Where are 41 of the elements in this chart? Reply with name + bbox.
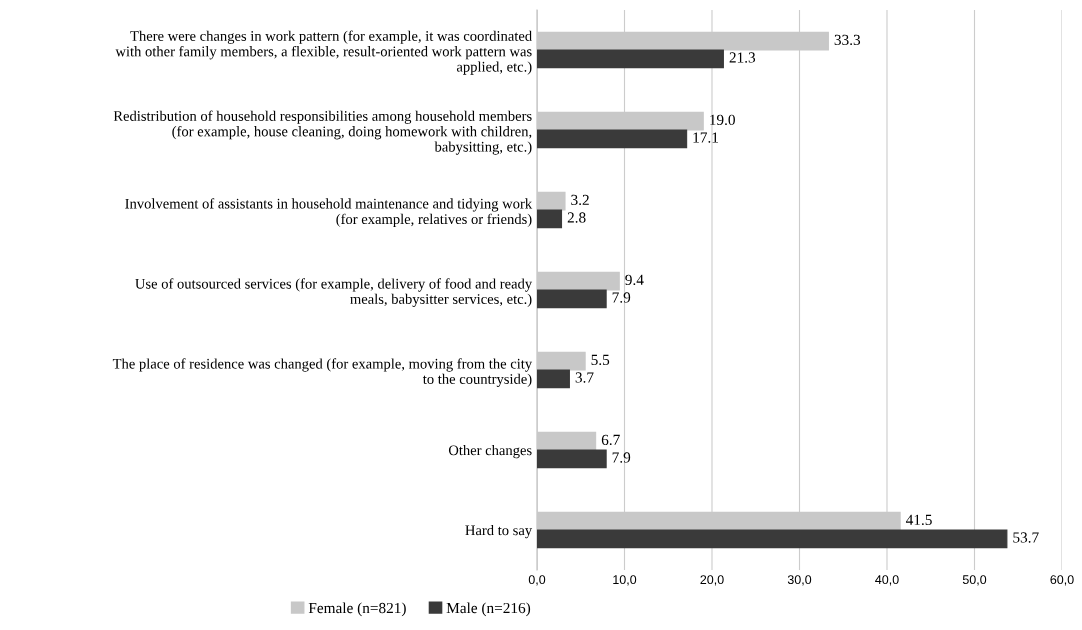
y-tick-label: Other changes [448, 444, 532, 459]
data-label: 21.3 [729, 52, 756, 63]
x-tick-label: 30,0 [787, 575, 812, 586]
y-tick-label: Hard to say [465, 524, 533, 539]
data-label: 7.9 [612, 452, 631, 463]
x-tick-label: 0,0 [528, 575, 546, 586]
x-tick-label: 40,0 [875, 575, 899, 586]
bar [537, 209, 563, 229]
data-label: 33.3 [834, 34, 861, 46]
data-label: 3.7 [575, 372, 594, 383]
bar [537, 351, 586, 371]
x-tick-label: 10,0 [613, 575, 637, 586]
x-tick-label: 60,0 [1050, 575, 1074, 586]
bar [537, 191, 566, 211]
y-tick-label: Use of outsourced services (for example, delivery of food and ready meals, babysitter services, etc.) [135, 278, 533, 307]
x-tick-label: 50,0 [962, 575, 987, 586]
data-label: 3.2 [571, 194, 589, 206]
y-tick-label: The place of residence was changed (for example, moving from the city to the countryside) [112, 358, 533, 387]
bar [537, 129, 688, 149]
legend-label: Female (n=821) [308, 602, 406, 617]
bar [537, 529, 1008, 549]
data-label: 5.5 [591, 354, 610, 366]
y-tick-label: Involvement of assistants in household maintenance and tidying work (for example, relatives or friends) [125, 198, 533, 227]
bar [537, 431, 597, 451]
data-label: 9.4 [625, 274, 644, 286]
y-tick-label: Redistribution of household responsibilities among household members (for example, house cleaning, doing homework with children, babysitting, etc.) [113, 110, 532, 155]
data-label: 53.7 [1013, 532, 1039, 543]
legend-label: Male (n=216) [446, 602, 531, 617]
bar [537, 369, 570, 389]
x-tick-label: 20,0 [700, 575, 724, 586]
data-label: 2.8 [567, 212, 586, 223]
y-tick-label: There were changes in work pattern (for example, it was coordinated with other family members, a flexible, result-oriented work pattern was applied, etc.) [115, 30, 532, 75]
data-label: 41.5 [905, 514, 932, 526]
bar [537, 49, 724, 69]
bar [537, 289, 607, 309]
data-label: 6.7 [601, 434, 620, 446]
bar [537, 449, 607, 469]
bar [537, 271, 620, 291]
data-label: 19.0 [710, 114, 735, 126]
data-label: 17.1 [693, 132, 718, 143]
data-label: 7.9 [612, 292, 631, 303]
